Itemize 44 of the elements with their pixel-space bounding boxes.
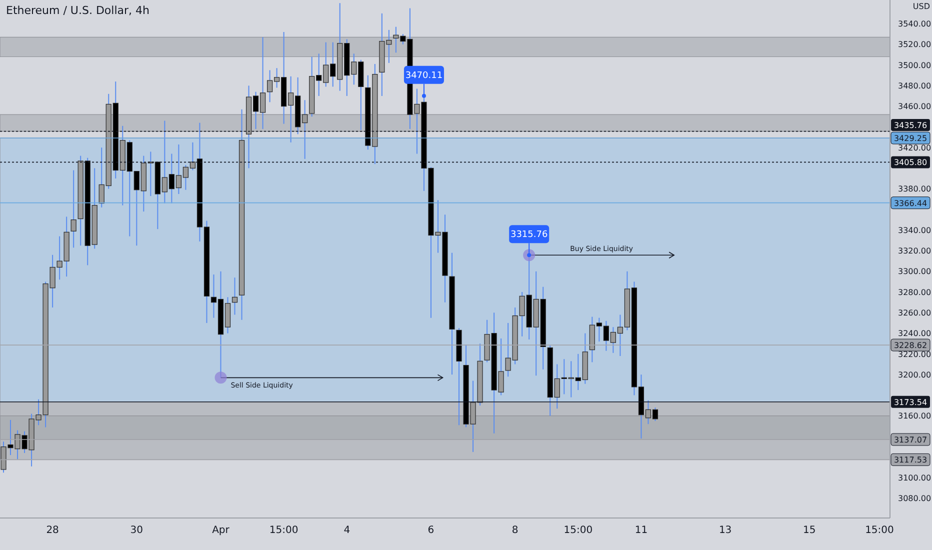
y-tick-label: 3420.00 — [898, 143, 932, 152]
ref-line-label: 3117.53 — [894, 456, 928, 465]
y-tick-label: 3240.00 — [898, 329, 932, 338]
y-tick-label: 3500.00 — [898, 60, 932, 70]
annotation: 3315.76 — [510, 230, 548, 240]
y-tick-label: 3320.00 — [898, 246, 932, 256]
y-tick-label: 3300.00 — [898, 267, 932, 276]
x-tick-label: 8 — [512, 525, 518, 536]
x-tick-label: 6 — [428, 525, 434, 536]
y-tick-label: 3520.00 — [898, 40, 932, 50]
ref-line-label: 3429.25 — [894, 134, 928, 144]
ref-line-label: 3405.80 — [894, 158, 928, 168]
candlestick — [70, 170, 76, 248]
ref-line-label: 3366.44 — [894, 198, 928, 208]
y-tick-label: 3540.00 — [898, 20, 932, 29]
y-tick-label: 3260.00 — [898, 308, 932, 318]
chart-title: Ethereum / U.S. Dollar, 4h — [6, 4, 150, 17]
y-tick-label: 3200.00 — [898, 370, 932, 380]
y-tick-label: 3100.00 — [898, 474, 932, 483]
ref-line-label: 3435.76 — [894, 121, 928, 130]
x-tick-label: 30 — [130, 525, 144, 536]
y-tick-label: 3080.00 — [898, 494, 932, 504]
x-tick-label: 15 — [803, 525, 816, 536]
y-axis-title: USD — [912, 2, 930, 11]
annotation: 3470.11 — [405, 70, 443, 81]
x-tick-label: 15:00 — [865, 525, 894, 536]
y-tick-label: 3160.00 — [898, 412, 932, 421]
x-tick-label: 13 — [718, 525, 732, 536]
x-tick-label: 15:00 — [269, 525, 298, 536]
ref-line-label: 3173.54 — [894, 398, 928, 407]
candlestick — [232, 277, 238, 316]
x-tick-label: 28 — [46, 525, 59, 536]
x-tick-label: Apr — [212, 525, 230, 536]
y-tick-label: 3280.00 — [898, 288, 932, 297]
y-tick-label: 3340.00 — [898, 226, 932, 235]
ref-line-label: 3228.62 — [894, 341, 928, 350]
y-tick-label: 3460.00 — [898, 102, 932, 112]
y-tick-label: 3380.00 — [898, 184, 932, 194]
y-tick-label: 3480.00 — [898, 81, 932, 90]
y-tick-label: 3220.00 — [898, 350, 932, 359]
x-tick-label: 4 — [344, 525, 350, 536]
x-tick-label: 11 — [634, 525, 648, 536]
ref-line-label: 3137.07 — [894, 436, 928, 445]
x-tick-label: 15:00 — [564, 525, 593, 536]
